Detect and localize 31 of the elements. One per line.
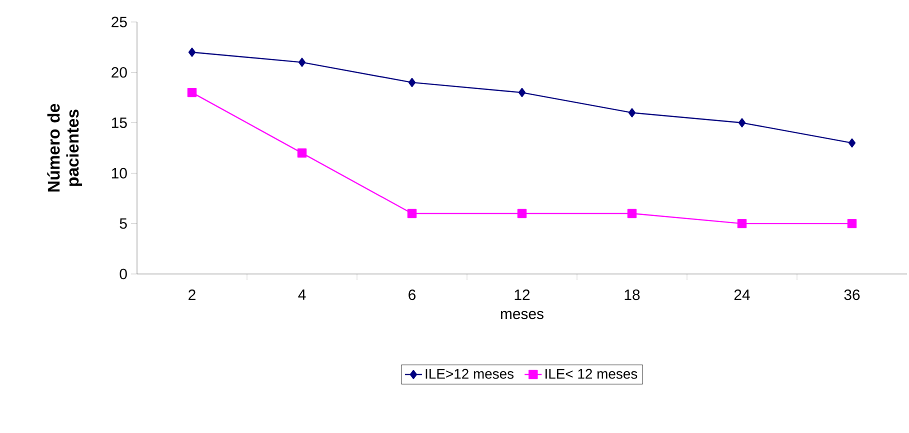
legend-label: ILE< 12 meses	[546, 368, 638, 379]
legend-label: ILE>12 meses	[426, 368, 514, 379]
y-tick-label: 20	[112, 67, 127, 78]
point	[518, 88, 526, 98]
y-tick-label: 5	[120, 218, 127, 229]
point	[848, 138, 856, 148]
point	[188, 48, 196, 57]
point	[408, 78, 416, 88]
x-tick-label: 4	[298, 290, 306, 300]
point	[517, 208, 527, 218]
point	[407, 208, 417, 218]
point	[627, 208, 637, 218]
x-tick-label: 36	[844, 290, 860, 300]
y-tick-label: 15	[112, 118, 127, 128]
y-tick-label: 0	[120, 268, 127, 280]
x-tick-label: 2	[188, 290, 196, 300]
y-axis-title: Número de pacientes	[47, 104, 82, 192]
x-tick-label: 12	[514, 290, 530, 300]
x-axis-title: meses	[500, 310, 544, 320]
x-tick-label: 24	[734, 290, 750, 300]
point	[187, 88, 197, 98]
y-tick-label: 10	[112, 168, 127, 178]
point	[847, 218, 857, 228]
point	[298, 58, 306, 67]
point	[297, 148, 307, 158]
point	[628, 108, 636, 118]
x-tick-label: 18	[624, 290, 640, 300]
point	[738, 118, 746, 128]
point	[737, 218, 747, 228]
y-tick-label: 25	[112, 16, 127, 28]
x-tick-label: 6	[408, 290, 416, 300]
